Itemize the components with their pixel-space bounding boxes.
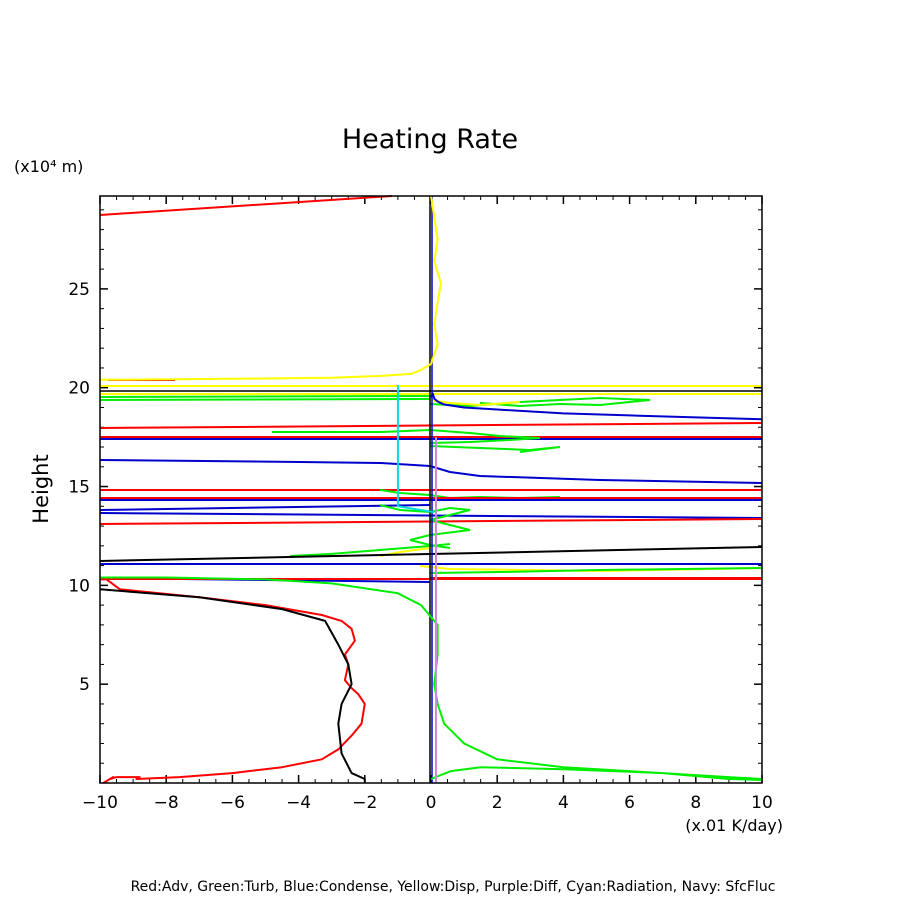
x-tick-label: −4 <box>286 793 311 813</box>
horizontal-level-lines <box>99 195 763 783</box>
series-line-disp <box>99 195 442 381</box>
x-tick-label: 10 <box>751 793 773 813</box>
x-tick-label: 8 <box>690 793 701 813</box>
x-tick-label: 4 <box>558 793 569 813</box>
legend-text: Red:Adv, Green:Turb, Blue:Condense, Yell… <box>131 879 776 895</box>
chart-title: Heating Rate <box>342 124 518 155</box>
x-tick-label: 2 <box>492 793 503 813</box>
y-ticks: 5 10 15 20 25 <box>68 209 762 764</box>
y-unit-label: (x10⁴ m) <box>14 157 83 176</box>
series-line-turb <box>100 576 763 781</box>
x-tick-label: −10 <box>82 793 118 813</box>
y-axis-label: Height <box>29 454 53 523</box>
plot-frame <box>99 195 763 784</box>
series-line-radiation <box>396 384 435 514</box>
y-tick-label: 25 <box>68 280 90 300</box>
x-tick-label: 0 <box>426 793 437 813</box>
y-tick-label: 20 <box>68 379 90 399</box>
x-tick-label: 6 <box>624 793 635 813</box>
x-tick-label: −6 <box>220 793 245 813</box>
y-tick-label: 5 <box>79 675 90 695</box>
series <box>99 195 763 784</box>
x-ticks: −10 −8 −6 −4 −2 0 2 4 6 8 10 <box>82 196 773 813</box>
x-tick-label: −2 <box>352 793 377 813</box>
series-line-condense <box>430 392 763 421</box>
y-tick-label: 15 <box>68 478 90 498</box>
series-line-sfcfluc <box>99 588 366 783</box>
y-tick-label: 10 <box>68 576 90 596</box>
series-line-adv <box>100 578 366 784</box>
x-tick-label: −8 <box>154 793 179 813</box>
x-unit-label: (x.01 K/day) <box>685 816 783 835</box>
